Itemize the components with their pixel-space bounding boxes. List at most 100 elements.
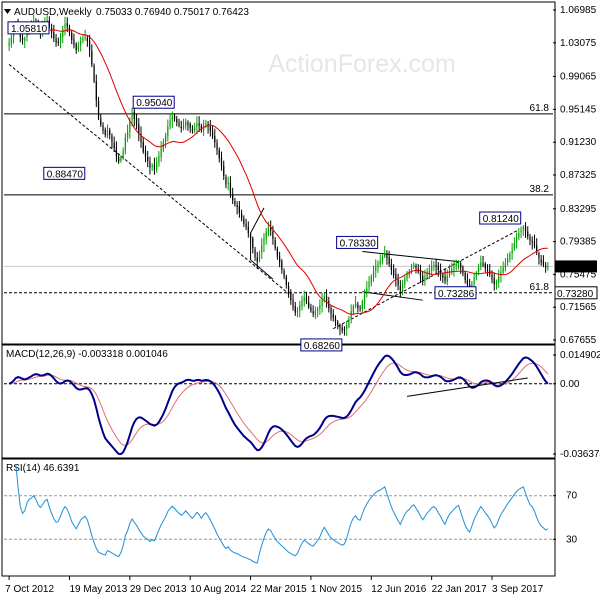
candle-body	[129, 119, 131, 132]
candle-body	[254, 249, 256, 258]
time-axis-label: 22 Jan 2017	[432, 584, 487, 595]
candle-body	[401, 284, 404, 292]
candle-body	[120, 157, 122, 161]
rsi-indicator	[4, 464, 553, 564]
long-term-trendline	[8, 64, 289, 294]
candle-body	[180, 126, 182, 129]
candle-body	[97, 101, 100, 119]
macd-signal-line	[9, 362, 549, 447]
candle-body	[267, 227, 270, 233]
candle-body	[225, 177, 227, 185]
macd-axis: 0.014902 0.00 -0.036374	[553, 350, 600, 460]
candle-body	[339, 325, 341, 328]
candle-body	[379, 260, 381, 264]
time-axis-label: 19 May 2013	[69, 584, 127, 595]
candle-body	[346, 325, 348, 330]
candle-body	[283, 271, 285, 277]
candle-body	[142, 141, 144, 152]
candle-body	[323, 295, 325, 300]
candle-body	[66, 23, 68, 27]
candle-body	[509, 254, 511, 260]
price-axis-label: 0.95145	[560, 104, 597, 115]
price-axis-label: 0.83295	[560, 204, 597, 215]
candle-body	[299, 305, 301, 311]
macd-title: MACD(12,26,9) -0.003318 0.001046	[6, 349, 168, 360]
symbol-title: AUDUSD,Weekly	[14, 7, 92, 18]
candle-body	[462, 267, 464, 274]
candle-body	[390, 264, 393, 270]
candle-body	[547, 266, 549, 268]
candle-body	[258, 253, 261, 261]
macd-indicator	[4, 354, 553, 456]
candle-body	[276, 248, 278, 257]
candle-body	[252, 238, 254, 249]
candle-body	[319, 305, 321, 309]
candle-body	[194, 127, 196, 131]
candle-body	[21, 37, 24, 41]
time-axis-label: 7 Oct 2012	[5, 584, 54, 595]
candle-body	[332, 314, 334, 318]
candle-body	[310, 307, 312, 312]
candle-body	[111, 135, 113, 143]
candle-body	[524, 226, 527, 232]
candle-body	[337, 322, 339, 325]
symbol-menu-icon[interactable]	[4, 9, 11, 14]
candle-body	[245, 223, 247, 228]
candle-body	[308, 301, 310, 307]
wedge-lower-line	[250, 259, 274, 280]
candle-body	[341, 327, 343, 331]
candle-body	[95, 81, 97, 101]
candle-body	[196, 123, 198, 128]
candle-body	[431, 266, 433, 271]
candle-body	[527, 231, 529, 237]
price-annotation-box	[336, 235, 379, 249]
candle-body	[91, 50, 93, 65]
candle-body	[205, 123, 207, 125]
price-annotation-box	[434, 286, 477, 300]
candle-body	[173, 115, 176, 119]
candle-body	[104, 129, 106, 135]
candle-body	[118, 157, 120, 162]
candle-body	[64, 24, 66, 29]
candle-body	[439, 269, 442, 274]
time-axis-label: 10 Aug 2014	[190, 584, 247, 595]
candle-body	[88, 40, 91, 51]
price-annotation-label: 1.05810	[11, 24, 48, 35]
candle-body	[218, 149, 220, 159]
candle-body	[542, 261, 545, 265]
moving-average-line	[26, 29, 548, 315]
candle-body	[73, 39, 75, 46]
candle-body	[328, 300, 330, 309]
candle-body	[475, 272, 477, 278]
candle-body	[388, 257, 390, 265]
price-annotation-label: 0.73286	[438, 289, 475, 300]
candle-body	[292, 299, 294, 307]
candle-body	[377, 263, 379, 268]
candle-body	[223, 165, 225, 177]
time-axis-label: 12 Jun 2016	[371, 584, 426, 595]
candle-body	[495, 281, 498, 284]
candle-body	[422, 276, 424, 281]
time-axis-label: 3 Sep 2017	[492, 584, 544, 595]
rsi-axis-label: 30	[566, 534, 578, 545]
candle-body	[10, 36, 12, 44]
candle-body	[191, 128, 194, 131]
candle-body	[238, 206, 240, 213]
candle-body	[240, 214, 243, 219]
candle-body	[216, 142, 218, 150]
candle-body	[314, 311, 317, 315]
candle-body	[261, 245, 263, 253]
candle-body	[102, 125, 104, 131]
candle-body	[126, 131, 129, 138]
candle-body	[480, 262, 482, 268]
candle-body	[410, 267, 413, 272]
candle-body	[24, 38, 26, 41]
rsi-line	[15, 464, 549, 564]
candle-body	[393, 269, 395, 276]
candle-body	[466, 280, 469, 286]
candle-body	[471, 283, 473, 289]
price-axis-label: 1.06985	[560, 5, 597, 16]
candle-body	[256, 257, 258, 262]
candle-body	[198, 123, 200, 126]
